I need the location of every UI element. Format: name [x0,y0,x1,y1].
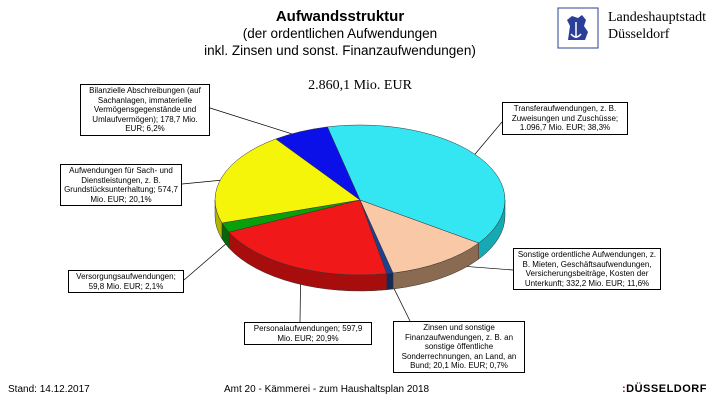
pie-side-zinsen [386,272,394,290]
footer-date: Stand: 14.12.2017 [8,384,90,395]
city-logo [557,7,599,49]
pie-slice-sonstige [359,199,480,274]
slice-label-abschreibungen: Bilanzielle Abschreibungen (auf Sachanla… [80,84,210,136]
pie-slice-personal [228,199,388,276]
pie-sides [214,199,506,292]
chart-subtitle-1: (der ordentlichen Aufwendungen [242,26,438,41]
chart-title: Aufwandsstruktur [275,8,405,25]
slice-label-zinsen: Zinsen und sonstige Finanzaufwendungen, … [393,321,525,373]
footer-logo-text: DÜSSELDORF [626,383,707,395]
total-value: 2.860,1 Mio. EUR [308,78,412,93]
pie-slice-transfer [327,124,506,244]
leader-line-abschreibungen [209,107,307,139]
slice-label-sachdienst: Aufwendungen für Sach- und Dienstleistun… [60,164,182,206]
city-anchor-icon [570,22,582,38]
chart-subtitle-2: inkl. Zinsen und sonst. Finanzaufwendung… [204,43,476,58]
slice-label-personal: Personalaufwendungen; 597,9 Mio. EUR; 20… [244,322,372,345]
pie-slice-sachdienst [214,138,361,224]
footer-logo-mark: : [622,383,627,395]
city-name-line2: Düsseldorf [608,27,670,42]
city-name-line1: Landeshauptstadt [608,10,706,25]
city-lion-icon [567,15,588,40]
slice-label-transfer: Transferaufwendungen, z. B. Zuweisungen … [502,102,628,135]
pie-slice-abschreibungen [275,126,361,201]
slice-label-sonstige: Sonstige ordentliche Aufwendungen, z. B.… [513,248,661,290]
pie-tops [214,124,506,276]
slice-label-versorgung: Versorgungsaufwendungen; 59,8 Mio. EUR; … [68,270,184,293]
footer-city-logo: :DÜSSELDORF [622,383,707,395]
footer-source: Amt 20 - Kämmerei - zum Haushaltsplan 20… [224,384,430,395]
